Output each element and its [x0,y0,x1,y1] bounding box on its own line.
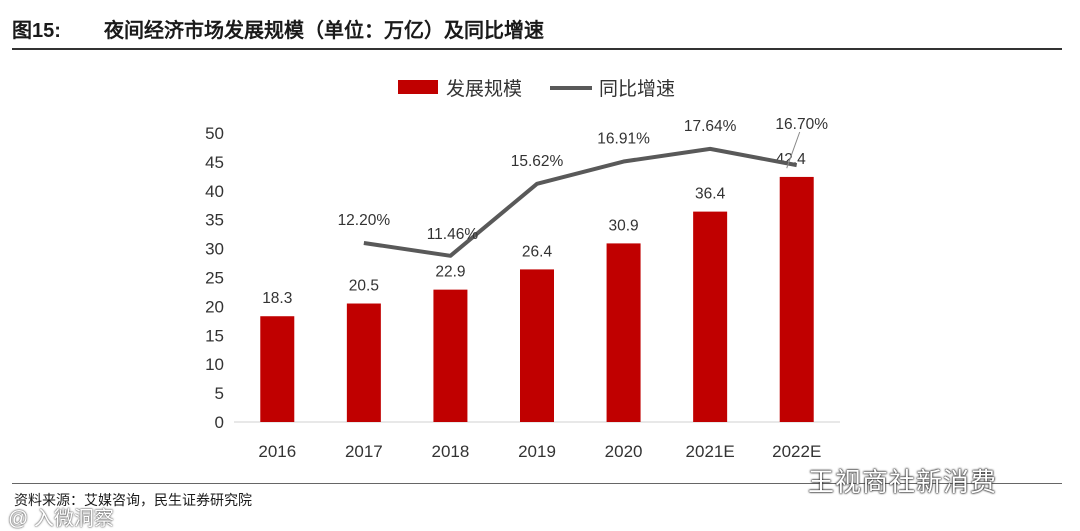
y-tick-label: 50 [205,124,224,143]
bar-value-label: 22.9 [435,264,465,281]
bar [693,211,728,422]
bar-value-label: 30.9 [608,217,638,234]
bar [346,303,381,422]
legend-label-bar: 发展规模 [446,78,522,100]
legend-swatch-bar [398,80,438,94]
growth-value-label: 11.46% [427,226,479,243]
figure-number: 图15: [12,20,61,42]
y-tick-label: 25 [205,269,224,288]
growth-value-label: 17.64% [684,118,737,135]
y-tick-label: 45 [205,153,224,172]
growth-value-label: 15.62% [511,153,564,170]
title-divider [12,48,1062,50]
growth-value-label: 16.70% [775,116,828,133]
bar [779,176,814,422]
bar-value-label: 18.3 [262,290,292,307]
x-tick-label: 2021E [686,442,735,461]
bar-value-label: 26.4 [522,243,553,260]
figure-title-text: 夜间经济市场发展规模（单位：万亿）及同比增速 [104,20,544,42]
bar-value-label: 36.4 [695,186,726,203]
figure-title: 图15: 夜间经济市场发展规模（单位：万亿）及同比增速 [12,14,544,43]
footer-divider [12,483,1062,484]
x-tick-label: 2022E [772,442,821,461]
growth-line [363,146,798,258]
watermark-right: 王视商社新消费 [808,467,998,497]
y-tick-label: 10 [205,355,224,374]
y-tick-label: 0 [215,413,224,432]
leader-line [786,131,801,169]
growth-value-label: 16.91% [597,131,650,148]
source-note: 资料来源：艾媒咨询，民生证券研究院 [14,492,252,508]
y-tick-label: 30 [205,240,224,259]
growth-value-label: 12.20% [338,212,391,229]
y-tick-label: 5 [215,384,224,403]
watermark-left: @ 入微洞察 [8,508,114,530]
y-tick-label: 40 [205,182,224,201]
x-tick-label: 2017 [345,442,383,461]
legend-label-line: 同比增速 [599,78,675,100]
y-tick-label: 20 [205,297,224,316]
bar [520,269,554,422]
y-tick-label: 15 [205,326,224,345]
y-tick-label: 35 [205,211,224,230]
bar [260,316,295,422]
x-tick-label: 2019 [518,442,556,461]
x-tick-label: 2020 [605,442,643,461]
x-tick-label: 2016 [258,442,296,461]
bar [433,289,468,422]
x-tick-label: 2018 [432,442,470,461]
bar [606,243,641,422]
bar-value-label: 20.5 [349,278,379,295]
